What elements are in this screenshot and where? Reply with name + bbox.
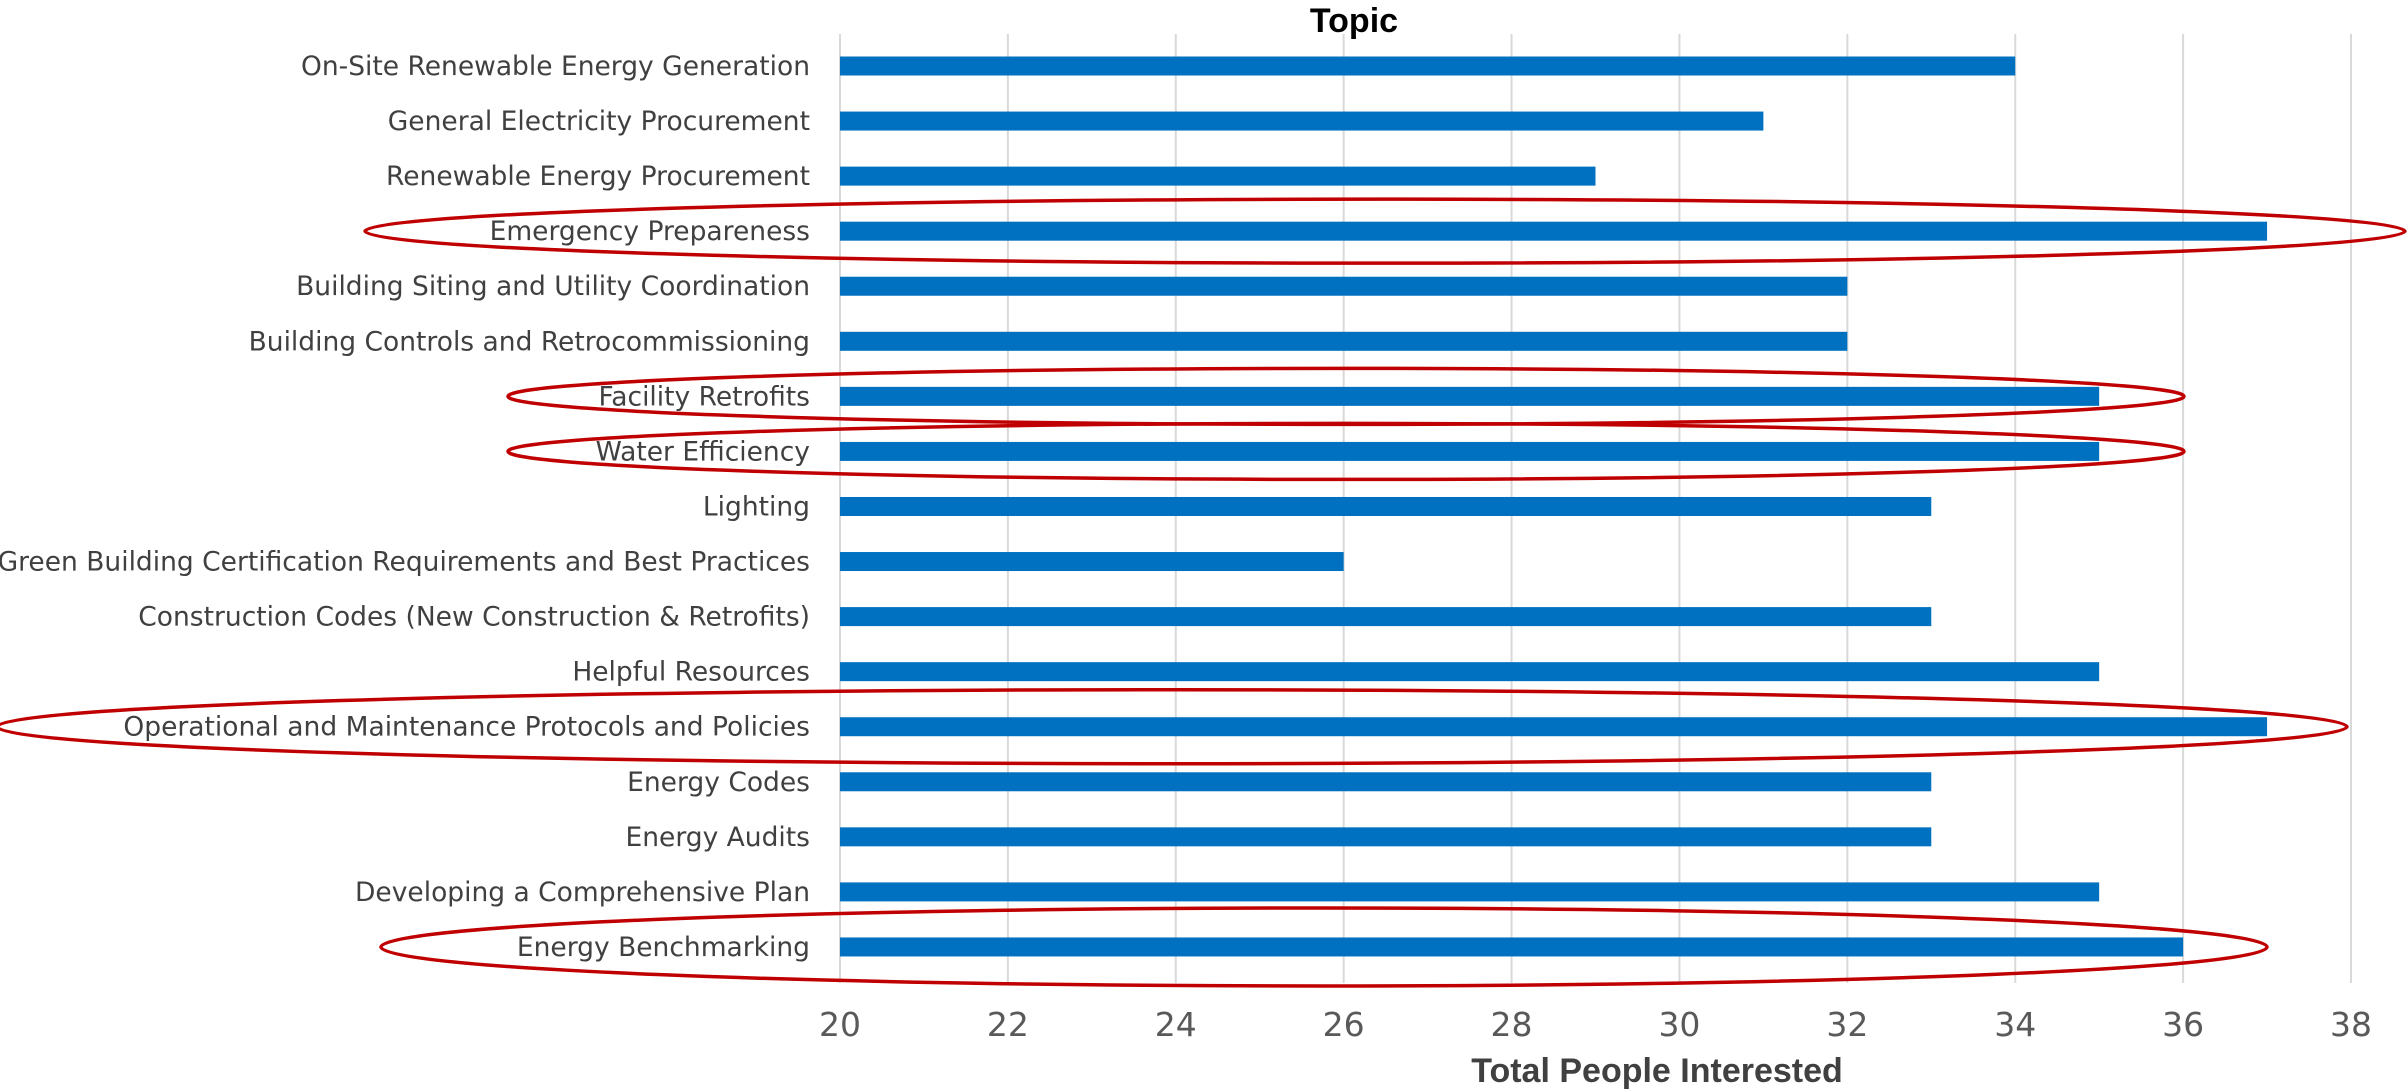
x-tick-label: 30 — [1658, 1005, 1700, 1044]
highlight-ellipse — [0, 687, 2349, 766]
highlight-ellipses — [0, 197, 2407, 988]
category-label: Renewable Energy Procurement — [386, 161, 810, 192]
bar — [840, 111, 1764, 131]
category-label: Energy Benchmarking — [517, 932, 810, 963]
x-tick-label: 22 — [987, 1005, 1029, 1044]
bar — [840, 717, 2268, 737]
bars — [840, 56, 2268, 957]
category-label: General Electricity Procurement — [388, 106, 810, 137]
category-label: Energy Audits — [625, 822, 810, 853]
x-axis-ticks: 20 22 24 26 28 30 32 34 36 38 — [819, 1005, 2372, 1044]
bar — [840, 56, 2016, 76]
x-tick-label: 26 — [1323, 1005, 1365, 1044]
bar — [840, 276, 1848, 296]
x-axis-label: Total People Interested — [1471, 1052, 1843, 1090]
category-label: Developing a Comprehensive Plan — [355, 877, 810, 908]
category-label: Operational and Maintenance Protocols an… — [123, 712, 810, 743]
category-labels: On-Site Renewable Energy Generation Gener… — [0, 51, 810, 963]
x-tick-label: 38 — [2330, 1005, 2372, 1044]
category-label: Water Efficiency — [596, 436, 810, 467]
category-label: On-Site Renewable Energy Generation — [301, 51, 810, 82]
category-label: Building Siting and Utility Coordination — [296, 271, 810, 302]
category-label: Emergency Prepareness — [490, 216, 810, 247]
category-label: Lighting — [703, 491, 810, 522]
x-tick-label: 32 — [1826, 1005, 1868, 1044]
chart-title: Topic — [1310, 2, 1398, 40]
bar — [840, 166, 1596, 186]
x-tick-label: 36 — [2162, 1005, 2204, 1044]
bar — [840, 882, 2100, 902]
bar — [840, 386, 2100, 406]
bar — [840, 496, 1932, 516]
highlight-ellipse — [363, 197, 2407, 265]
category-label: Construction Codes (New Construction & R… — [138, 602, 810, 633]
x-tick-label: 24 — [1155, 1005, 1197, 1044]
bar — [840, 607, 1932, 627]
category-label: Energy Codes — [627, 767, 810, 798]
category-label: Helpful Resources — [572, 657, 810, 688]
category-label: Green Building Certification Requirement… — [0, 547, 810, 578]
bar — [840, 552, 1344, 572]
bar — [840, 772, 1932, 792]
x-tick-label: 20 — [819, 1005, 861, 1044]
bar — [840, 221, 2268, 241]
bar — [840, 937, 2184, 957]
highlight-ellipse — [379, 906, 2269, 988]
category-label: Facility Retrofits — [598, 381, 810, 412]
bar — [840, 827, 1932, 847]
highlight-ellipse — [506, 421, 2186, 482]
bar — [840, 331, 1848, 351]
x-tick-label: 28 — [1491, 1005, 1533, 1044]
x-tick-label: 34 — [1994, 1005, 2036, 1044]
bar — [840, 662, 2100, 682]
category-label: Building Controls and Retrocommissioning — [249, 326, 810, 357]
bar — [840, 441, 2100, 461]
